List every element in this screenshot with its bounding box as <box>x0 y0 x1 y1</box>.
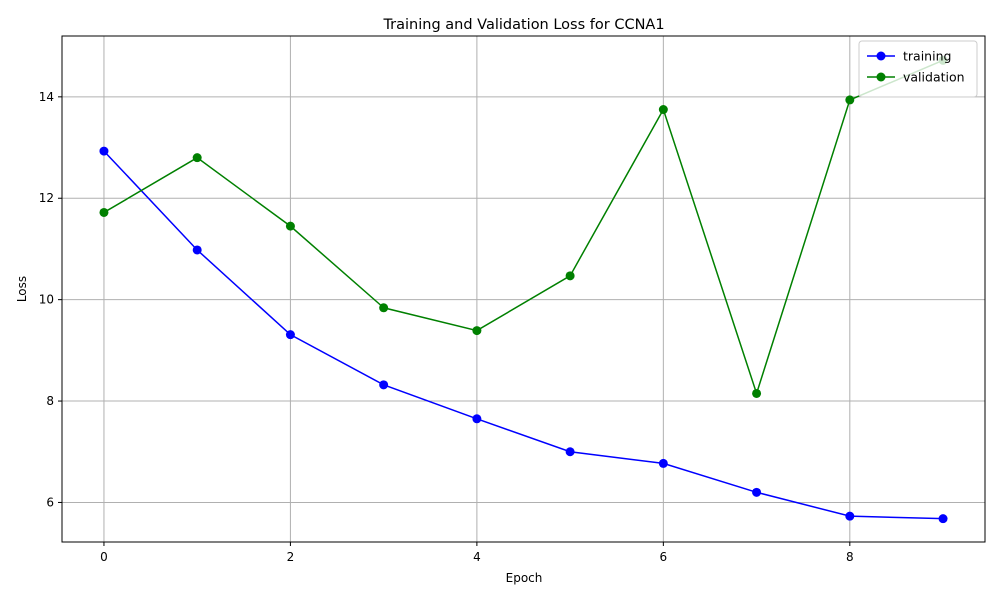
validation-point <box>285 221 295 231</box>
legend-marker-training <box>876 51 886 61</box>
training-point <box>99 146 109 156</box>
training-point <box>379 380 389 390</box>
training-point <box>938 514 948 524</box>
validation-point <box>99 207 109 217</box>
training-line <box>103 150 944 520</box>
y-tick-label: 6 <box>46 495 54 509</box>
x-tick-label: 6 <box>660 550 668 564</box>
y-tick-label: 12 <box>39 191 54 205</box>
grid-lines <box>62 36 985 542</box>
training-point <box>565 447 575 457</box>
axis-ticks: 0 2 4 6 8 6 8 10 12 14 <box>39 90 854 564</box>
y-axis-label: Loss <box>15 276 29 302</box>
legend: training validation <box>858 40 978 98</box>
legend-label-validation: validation <box>903 70 965 85</box>
validation-point <box>379 303 389 313</box>
y-tick-label: 10 <box>39 293 54 307</box>
training-point <box>658 458 668 468</box>
training-point <box>472 414 482 424</box>
x-axis-label: Epoch <box>506 571 543 585</box>
series-layer <box>99 55 948 524</box>
training-point <box>752 487 762 497</box>
legend-box <box>858 40 978 98</box>
legend-marker-validation <box>876 72 886 82</box>
y-tick-label: 14 <box>39 90 54 104</box>
y-tick-label: 8 <box>46 394 54 408</box>
series-training <box>99 146 948 524</box>
training-point <box>285 330 295 340</box>
validation-point <box>472 326 482 336</box>
training-point <box>845 511 855 521</box>
validation-point <box>845 95 855 105</box>
x-tick-label: 2 <box>287 550 295 564</box>
chart-title: Training and Validation Loss for CCNA1 <box>382 17 664 33</box>
validation-point <box>565 271 575 281</box>
validation-point <box>192 153 202 163</box>
x-tick-label: 8 <box>846 550 854 564</box>
validation-line <box>103 59 944 396</box>
legend-label-training: training <box>903 49 951 64</box>
x-tick-label: 0 <box>100 550 108 564</box>
plot-area-frame <box>61 35 986 543</box>
validation-point <box>658 105 668 115</box>
training-point <box>192 245 202 255</box>
x-tick-label: 4 <box>473 550 481 564</box>
validation-point <box>752 388 762 398</box>
